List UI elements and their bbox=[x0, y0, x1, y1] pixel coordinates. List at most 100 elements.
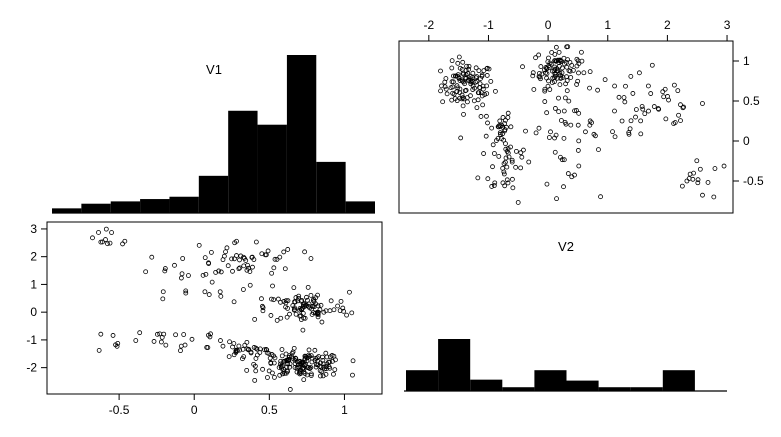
scatter-point bbox=[181, 332, 187, 337]
scatter-point bbox=[538, 64, 544, 69]
scatter-point bbox=[179, 271, 185, 277]
scatter-point bbox=[460, 95, 466, 101]
scatter-point bbox=[292, 357, 298, 363]
scatter-point bbox=[206, 292, 212, 297]
scatter-point bbox=[565, 57, 570, 63]
scatter-point bbox=[505, 146, 511, 151]
scatter-point bbox=[278, 315, 284, 321]
scatter-point bbox=[695, 177, 701, 183]
top-axis-tick-label-1: -1 bbox=[483, 18, 494, 32]
scatter-point bbox=[485, 176, 491, 182]
scatter-point bbox=[331, 307, 337, 313]
scatter-point bbox=[218, 338, 223, 343]
scatter-point bbox=[552, 149, 558, 155]
scatter-point bbox=[510, 185, 516, 191]
scatter-point bbox=[576, 163, 582, 169]
scatter-point bbox=[309, 312, 315, 317]
scatter-point bbox=[623, 83, 628, 89]
scatter-point bbox=[217, 289, 223, 295]
scatter-point bbox=[642, 111, 648, 117]
scatter-point bbox=[700, 192, 705, 198]
scatter-point bbox=[253, 356, 259, 361]
scatter-point bbox=[542, 67, 547, 73]
scatter-point bbox=[189, 336, 195, 342]
scatter-bottom-left-points bbox=[90, 226, 356, 392]
scatter-point bbox=[454, 83, 460, 89]
scatter-point bbox=[301, 377, 307, 383]
scatter-point bbox=[173, 332, 179, 338]
scatter-point bbox=[470, 70, 476, 76]
scatter-point bbox=[554, 196, 559, 202]
scatter-point bbox=[473, 65, 479, 71]
scatter-point bbox=[209, 279, 215, 285]
left-axis-tick-label-1: -1 bbox=[26, 333, 37, 347]
scatter-point bbox=[575, 122, 581, 128]
scatter-point bbox=[656, 106, 662, 112]
scatter-point bbox=[327, 365, 333, 371]
scatter-point bbox=[544, 66, 550, 72]
left-axis-tick-label-2: 0 bbox=[30, 305, 37, 319]
v1-hist-bar-9 bbox=[316, 161, 346, 213]
scatter-point bbox=[287, 311, 292, 317]
left-axis-tick-label-0: -2 bbox=[26, 361, 37, 375]
scatter-point bbox=[559, 70, 565, 76]
scatter-point bbox=[292, 307, 298, 312]
scatter-point bbox=[492, 180, 498, 186]
v2-hist-bar-5 bbox=[566, 380, 599, 391]
scatter-point bbox=[711, 194, 717, 200]
scatter-point bbox=[515, 200, 521, 205]
scatter-point bbox=[542, 99, 548, 104]
scatter-point bbox=[115, 341, 121, 346]
scatter-point bbox=[241, 354, 247, 360]
scatter-point bbox=[452, 73, 458, 79]
scatter-point bbox=[243, 258, 249, 263]
scatter-point bbox=[554, 75, 560, 81]
scatter-point bbox=[587, 69, 593, 75]
scatter-point bbox=[472, 85, 477, 91]
scatter-point bbox=[320, 357, 326, 363]
scatter-point bbox=[332, 367, 338, 373]
scatter-point bbox=[476, 68, 482, 74]
scatter-point bbox=[290, 303, 296, 308]
scatter-point bbox=[268, 313, 274, 318]
scatter-point bbox=[484, 73, 490, 78]
scatter-point bbox=[633, 114, 638, 120]
scatter-point bbox=[301, 315, 307, 321]
scatter-point bbox=[259, 303, 265, 309]
scatter-point bbox=[649, 62, 655, 68]
top-axis-tick-label-3: 1 bbox=[604, 18, 611, 32]
scatter-point bbox=[202, 255, 208, 261]
scatter-point bbox=[628, 118, 634, 124]
scatter-point bbox=[292, 299, 298, 305]
scatter-point bbox=[279, 365, 285, 371]
scatter-point bbox=[137, 330, 143, 336]
scatter-point bbox=[269, 370, 275, 376]
scatter-point bbox=[478, 90, 484, 96]
scatter-point bbox=[484, 65, 490, 71]
scatter-point bbox=[318, 302, 324, 308]
scatter-point bbox=[457, 90, 463, 95]
scatter-point bbox=[277, 254, 283, 260]
bottom-axis-tick-label-0: -0.5 bbox=[109, 403, 130, 417]
scatter-point bbox=[497, 130, 503, 136]
scatter-point bbox=[521, 147, 526, 153]
scatter-point bbox=[501, 161, 507, 167]
scatter-point bbox=[531, 87, 537, 92]
scatter-point bbox=[272, 355, 278, 361]
scatter-point bbox=[268, 360, 274, 365]
scatter-point bbox=[225, 263, 231, 269]
scatter-point bbox=[309, 355, 315, 361]
scatter-point bbox=[574, 82, 580, 87]
scatter-point bbox=[547, 135, 552, 140]
scatter-point bbox=[291, 285, 297, 291]
scatter-point bbox=[570, 67, 576, 73]
scatter-point bbox=[286, 354, 292, 360]
scatter-point bbox=[321, 309, 327, 315]
scatter-point bbox=[646, 108, 651, 114]
scatter-point bbox=[275, 296, 281, 302]
scatter-point bbox=[158, 339, 164, 345]
scatter-point bbox=[317, 307, 323, 313]
scatter-point bbox=[546, 55, 551, 61]
scatter-point bbox=[712, 166, 718, 171]
scatter-point bbox=[576, 61, 582, 67]
